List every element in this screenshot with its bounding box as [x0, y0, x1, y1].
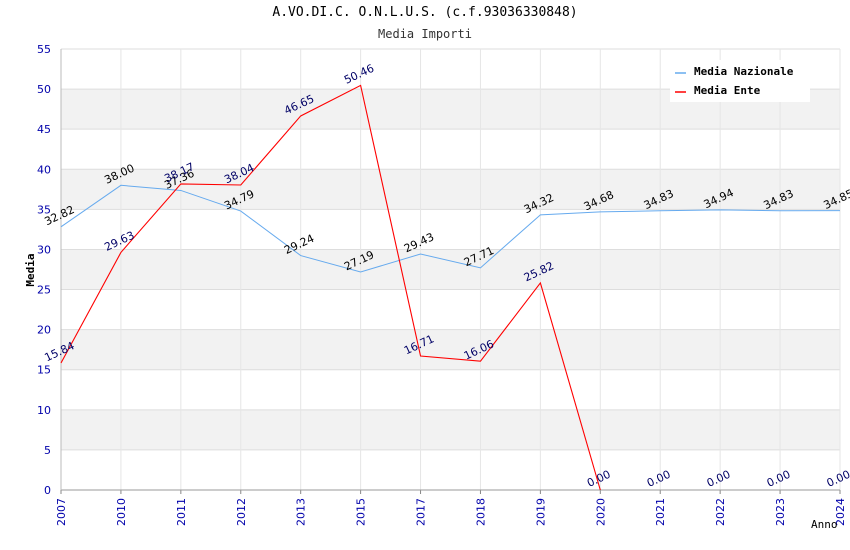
- y-tick-label: 25: [37, 284, 51, 297]
- chart-subtitle: Media Importi: [378, 27, 472, 41]
- series-lines: [60, 84, 841, 491]
- x-tick-label: 2017: [415, 498, 428, 526]
- x-tick-label: 2011: [175, 498, 188, 526]
- x-tick-label: 2022: [714, 498, 727, 526]
- data-label: 50.46: [342, 62, 376, 87]
- y-tick-label: 0: [44, 484, 51, 497]
- x-tick-label: 2013: [295, 498, 308, 526]
- x-tick-label: 2023: [774, 498, 787, 526]
- y-tick-label: 30: [37, 243, 51, 256]
- x-tick-label: 2007: [55, 498, 68, 526]
- y-tick-label: 35: [37, 203, 51, 216]
- y-tick-label: 15: [37, 364, 51, 377]
- data-label: 0.00: [825, 468, 850, 490]
- x-tick-label: 2021: [654, 498, 667, 526]
- x-ticks: 2007 2010 2011 2012 2013 2015 2017 2018 2019 2020…: [55, 498, 847, 526]
- y-axis-label: Media: [24, 253, 37, 286]
- x-axis-label: Anno: [811, 518, 838, 531]
- legend: Media Nazionale Media Ente: [670, 60, 810, 102]
- x-tick-label: 2010: [115, 498, 128, 526]
- x-tick-label: 2012: [235, 498, 248, 526]
- grid-band: [61, 409, 840, 450]
- y-tick-label: 50: [37, 83, 51, 96]
- x-tick-label: 2018: [474, 498, 487, 526]
- data-label: 0.00: [765, 468, 793, 490]
- y-tick-label: 5: [44, 444, 51, 457]
- y-tick-label: 20: [37, 324, 51, 337]
- series-line-media-ente: [60, 84, 601, 491]
- x-tick-label: 2024: [834, 498, 847, 526]
- series-line-media-nazionale: [60, 184, 841, 273]
- grid-bands: [61, 89, 840, 450]
- y-tick-label: 45: [37, 123, 51, 136]
- grid-band: [61, 329, 840, 370]
- data-label: 0.00: [705, 468, 733, 490]
- grid-band: [61, 249, 840, 290]
- x-tick-label: 2020: [594, 498, 607, 526]
- y-tick-label: 55: [37, 43, 51, 56]
- data-label: 0.00: [645, 468, 673, 490]
- y-tick-label: 40: [37, 163, 51, 176]
- x-tick-label: 2019: [534, 498, 547, 526]
- legend-label-ente: Media Ente: [694, 84, 761, 97]
- chart-title: A.VO.DI.C. O.N.L.U.S. (c.f.93036330848): [272, 5, 578, 20]
- legend-label-nazionale: Media Nazionale: [694, 65, 794, 78]
- x-tick-label: 2015: [355, 498, 368, 526]
- y-tick-label: 10: [37, 404, 51, 417]
- y-ticks: 0 5 10 15 20 25 30 35 40 45 50 55: [37, 43, 51, 497]
- grid-band: [61, 169, 840, 210]
- axes: [60, 49, 841, 494]
